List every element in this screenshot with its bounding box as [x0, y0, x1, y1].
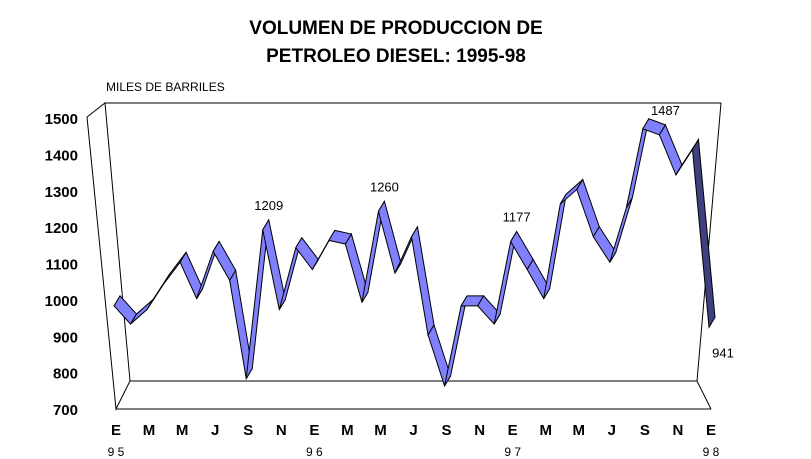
- x-tick-label: M: [341, 422, 354, 439]
- x-tick-label: M: [143, 422, 156, 439]
- ribbon-segment: [543, 193, 567, 299]
- data-label: 1487: [651, 103, 680, 118]
- x-tick-label: S: [640, 422, 650, 439]
- data-label: 1209: [254, 198, 283, 213]
- x-tick-label: N: [474, 422, 485, 439]
- chart-title-line1: VOLUMEN DE PRODUCCION DE: [249, 18, 542, 39]
- chart-title-line2: PETROLEO DIESEL: 1995-98: [266, 46, 526, 67]
- ribbon-segment: [691, 137, 716, 329]
- floor-right-edge: [696, 380, 712, 410]
- x-tick-label: S: [243, 422, 253, 439]
- ribbon-segment: [377, 200, 402, 275]
- ribbon-segment: [262, 218, 286, 311]
- x-tick-label: S: [442, 422, 452, 439]
- y-tick-label: 1200: [45, 220, 78, 237]
- data-label: 1177: [503, 209, 531, 224]
- y-tick-label: 1100: [45, 257, 78, 274]
- y-tick-label: 700: [53, 402, 78, 419]
- y-tick-label: 800: [53, 366, 78, 383]
- year-label: 9 8: [703, 445, 720, 459]
- y-tick-label: 1300: [45, 184, 78, 201]
- ribbon-segment: [658, 123, 683, 177]
- x-tick-label: E: [508, 422, 518, 439]
- x-tick-label: N: [276, 422, 287, 439]
- x-tick-label: E: [111, 422, 121, 439]
- back-wall-right: [696, 102, 722, 382]
- x-tick-label: M: [573, 422, 586, 439]
- y-tick-label: 1400: [45, 147, 78, 164]
- y-axis-label: MILES DE BARRILES: [106, 80, 225, 94]
- left-wall: [86, 102, 131, 411]
- x-tick-label: J: [608, 422, 616, 439]
- ribbon-segment: [576, 178, 600, 238]
- data-label: 1260: [370, 179, 399, 194]
- x-tick-label: N: [673, 422, 684, 439]
- chart-frame: [86, 102, 722, 411]
- y-tick-label: 1500: [45, 111, 78, 128]
- ribbon-segment: [510, 230, 534, 271]
- ribbon-segment: [625, 118, 650, 208]
- x-tick-label: E: [706, 422, 716, 439]
- ribbon-segment: [212, 240, 237, 282]
- x-tick-label: J: [409, 422, 417, 439]
- ribbon-segment: [444, 295, 468, 387]
- year-label: 9 7: [504, 445, 521, 459]
- year-label: 9 5: [108, 445, 125, 459]
- ribbon-segment: [609, 197, 633, 263]
- x-tick-label: E: [309, 422, 319, 439]
- x-tick-label: M: [176, 422, 189, 439]
- data-label: 941: [712, 345, 734, 360]
- y-tick-label: 1000: [45, 293, 78, 310]
- x-tick-label: M: [374, 422, 387, 439]
- x-tick-label: J: [211, 422, 219, 439]
- x-tick-label: M: [539, 422, 552, 439]
- y-tick-label: 900: [53, 329, 78, 346]
- ribbon-segment: [410, 225, 435, 337]
- year-label: 9 6: [306, 445, 323, 459]
